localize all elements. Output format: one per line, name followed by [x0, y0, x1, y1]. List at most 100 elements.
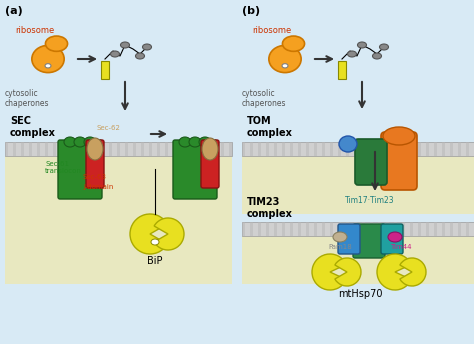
Ellipse shape — [347, 51, 356, 57]
Bar — [69, 142, 72, 156]
Bar — [362, 222, 365, 236]
Bar — [189, 142, 192, 156]
Wedge shape — [400, 258, 426, 286]
Bar — [21, 142, 24, 156]
Text: cytosolic
chaperones: cytosolic chaperones — [5, 89, 49, 108]
Bar — [242, 236, 474, 284]
Bar — [157, 142, 160, 156]
Bar — [229, 142, 232, 156]
Bar — [0, 0, 237, 344]
Text: TIM23
complex: TIM23 complex — [247, 197, 293, 218]
Bar — [125, 142, 128, 156]
Text: ribosome: ribosome — [252, 26, 291, 35]
Bar — [290, 222, 293, 236]
Bar — [173, 142, 176, 156]
Bar — [221, 142, 224, 156]
Wedge shape — [154, 218, 184, 250]
FancyBboxPatch shape — [381, 224, 403, 254]
Ellipse shape — [380, 44, 389, 50]
Text: mtHsp70: mtHsp70 — [338, 289, 382, 299]
Bar — [242, 142, 474, 156]
Bar — [402, 142, 405, 156]
Bar — [370, 142, 373, 156]
Bar — [61, 142, 64, 156]
Text: TOM
complex: TOM complex — [247, 116, 293, 138]
Ellipse shape — [74, 137, 86, 147]
Wedge shape — [335, 258, 361, 286]
Text: SEC
complex: SEC complex — [10, 116, 56, 138]
Bar — [434, 222, 437, 236]
Bar — [322, 142, 325, 156]
Bar — [418, 142, 421, 156]
Bar — [426, 222, 429, 236]
Bar — [213, 142, 216, 156]
Bar — [181, 142, 184, 156]
Bar — [330, 222, 333, 236]
Bar — [242, 222, 474, 236]
Bar — [466, 222, 469, 236]
Bar — [322, 222, 325, 236]
Text: (b): (b) — [242, 6, 260, 16]
Bar — [77, 142, 80, 156]
Bar — [290, 142, 293, 156]
Bar — [237, 0, 474, 344]
Bar — [434, 142, 437, 156]
Bar — [386, 142, 389, 156]
Bar — [266, 142, 269, 156]
Ellipse shape — [136, 53, 145, 59]
Ellipse shape — [151, 239, 159, 245]
Ellipse shape — [87, 138, 103, 160]
Text: Sec-63: Sec-63 — [83, 174, 107, 180]
Bar — [346, 142, 349, 156]
Ellipse shape — [282, 64, 288, 68]
Ellipse shape — [32, 45, 64, 73]
Bar — [466, 142, 469, 156]
FancyBboxPatch shape — [353, 224, 385, 258]
Bar — [85, 142, 88, 156]
Bar — [266, 222, 269, 236]
Ellipse shape — [179, 137, 191, 147]
Bar — [282, 142, 285, 156]
FancyBboxPatch shape — [381, 132, 417, 190]
Bar — [442, 142, 445, 156]
Bar — [298, 222, 301, 236]
Ellipse shape — [373, 53, 382, 59]
FancyBboxPatch shape — [355, 139, 387, 185]
Bar — [5, 156, 232, 284]
Bar — [378, 222, 381, 236]
Bar — [197, 142, 200, 156]
Bar — [5, 142, 232, 156]
Bar — [418, 222, 421, 236]
Bar — [394, 142, 397, 156]
FancyBboxPatch shape — [86, 140, 104, 188]
Bar — [362, 142, 365, 156]
Ellipse shape — [202, 138, 218, 160]
Ellipse shape — [46, 36, 68, 51]
Bar — [370, 222, 373, 236]
FancyBboxPatch shape — [338, 224, 360, 254]
FancyBboxPatch shape — [201, 140, 219, 188]
Bar — [37, 142, 40, 156]
Bar — [53, 142, 56, 156]
Bar — [306, 222, 309, 236]
Bar — [298, 142, 301, 156]
Bar — [410, 222, 413, 236]
Bar — [346, 222, 349, 236]
Bar — [354, 222, 357, 236]
FancyBboxPatch shape — [173, 140, 217, 199]
FancyBboxPatch shape — [58, 140, 102, 199]
Wedge shape — [130, 214, 167, 254]
Ellipse shape — [333, 232, 347, 242]
Bar — [306, 142, 309, 156]
Bar — [242, 142, 245, 156]
Bar — [410, 142, 413, 156]
Bar — [205, 142, 208, 156]
Text: Sec-62: Sec-62 — [97, 125, 121, 131]
Text: Tim44: Tim44 — [390, 244, 411, 250]
Bar — [378, 142, 381, 156]
Text: Tim17·Tim23: Tim17·Tim23 — [345, 196, 395, 205]
Bar — [141, 142, 144, 156]
Text: cytosolic
chaperones: cytosolic chaperones — [242, 89, 286, 108]
Bar — [274, 142, 277, 156]
Text: (a): (a) — [5, 6, 23, 16]
